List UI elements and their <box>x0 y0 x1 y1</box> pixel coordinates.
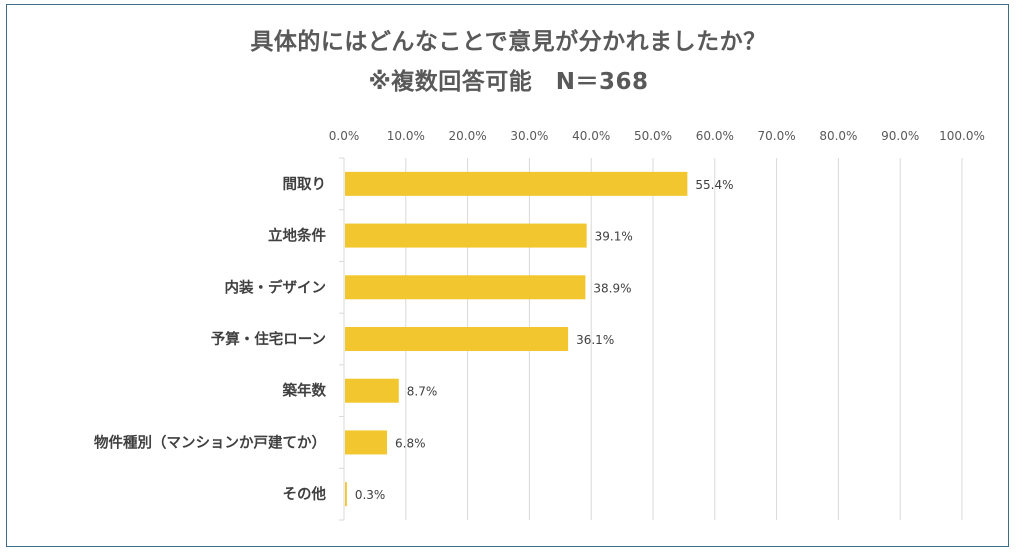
x-tick-label: 80.0% <box>819 129 857 143</box>
x-tick-label: 40.0% <box>572 129 610 143</box>
category-label: 物件種別（マンションか戸建てか） <box>94 433 326 451</box>
data-label: 6.8% <box>395 436 426 450</box>
chart-title: 具体的にはどんなことで意見が分かれましたか？ <box>250 29 767 55</box>
bar <box>345 430 388 455</box>
bar <box>345 327 569 351</box>
x-tick-label: 10.0% <box>387 129 425 143</box>
bar <box>345 223 587 248</box>
x-tick-label: 0.0% <box>329 129 360 143</box>
category-label: 築年数 <box>282 382 327 400</box>
data-label: 39.1% <box>595 230 633 244</box>
data-label: 36.1% <box>576 333 614 347</box>
data-label: 0.3% <box>355 488 386 502</box>
x-tick-label: 100.0% <box>939 129 985 143</box>
x-tick-label: 20.0% <box>449 129 487 143</box>
x-tick-label: 60.0% <box>696 129 734 143</box>
bar <box>345 275 586 300</box>
x-tick-label: 30.0% <box>510 129 548 143</box>
x-tick-label: 90.0% <box>881 129 919 143</box>
bar <box>345 482 347 507</box>
bar <box>345 378 399 403</box>
data-label: 55.4% <box>695 178 733 192</box>
chart-subtitle: ※複数回答可能 N＝368 <box>368 69 649 95</box>
category-label: 内装・デザイン <box>225 278 327 296</box>
category-label: その他 <box>283 485 327 503</box>
category-label: 立地条件 <box>268 227 326 245</box>
x-tick-label: 50.0% <box>634 129 672 143</box>
data-label: 8.7% <box>407 385 438 399</box>
category-label: 間取り <box>283 176 327 193</box>
category-label: 予算・住宅ローン <box>211 330 326 348</box>
bar <box>345 171 688 196</box>
data-label: 38.9% <box>593 281 631 295</box>
x-tick-label: 70.0% <box>758 129 796 143</box>
